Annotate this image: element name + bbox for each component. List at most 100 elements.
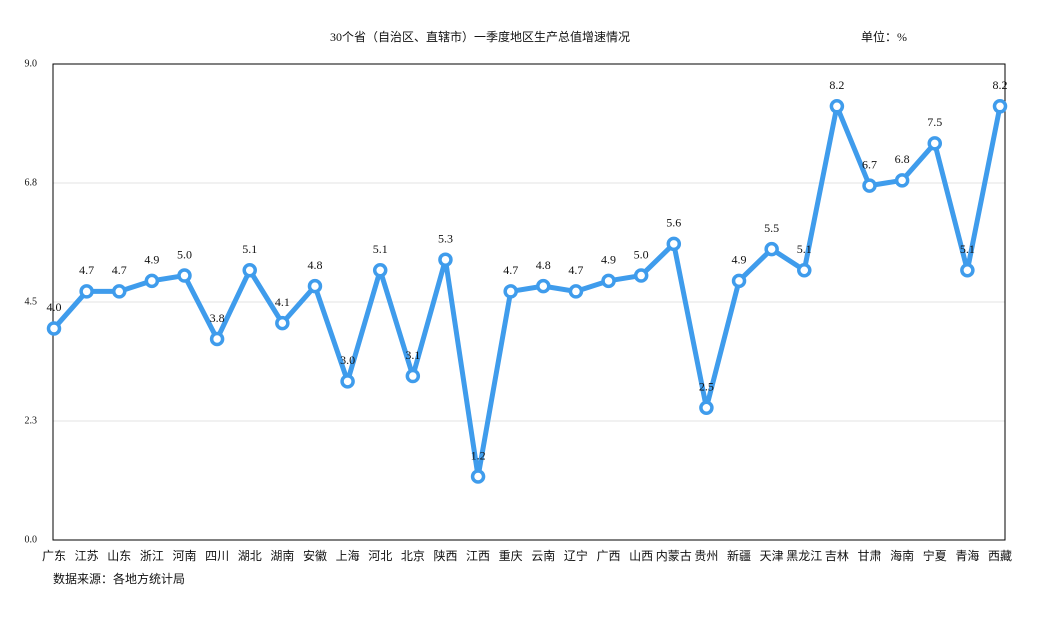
data-point — [209, 331, 225, 347]
data-point — [894, 173, 910, 188]
data-point — [111, 284, 127, 299]
data-point — [731, 273, 747, 289]
data-label: 4.0 — [47, 300, 62, 314]
chart-title: 30个省（自治区、直辖市）一季度地区生产总值增速情况 — [330, 29, 630, 44]
data-label: 4.9 — [601, 253, 616, 267]
data-point — [242, 263, 257, 278]
x-tick-label: 广东 — [42, 549, 66, 563]
data-point — [666, 236, 682, 252]
data-point — [601, 273, 616, 289]
plot-frame — [52, 63, 1006, 541]
x-tick-label: 浙江 — [140, 549, 164, 563]
data-point — [829, 99, 845, 114]
data-point — [405, 368, 421, 384]
x-tick-label: 青海 — [955, 548, 979, 563]
data-label: 8.2 — [829, 78, 844, 92]
data-point — [503, 284, 518, 299]
data-point — [797, 263, 812, 278]
data-label: 5.0 — [634, 247, 649, 261]
unit-label: 单位：% — [861, 29, 907, 44]
data-point — [764, 241, 779, 257]
data-point — [438, 252, 453, 267]
data-label: 5.3 — [438, 231, 453, 245]
x-tick-label: 河北 — [368, 549, 392, 563]
data-label: 5.6 — [666, 216, 681, 230]
data-label: 6.7 — [862, 157, 877, 171]
data-point — [568, 284, 584, 299]
data-point — [862, 178, 877, 193]
data-label: 3.0 — [340, 353, 355, 367]
x-tick-label: 甘肃 — [858, 549, 882, 563]
x-tick-label: 新疆 — [727, 548, 751, 563]
data-point — [633, 268, 649, 283]
x-tick-label: 贵州 — [694, 549, 718, 563]
data-label: 2.5 — [699, 380, 714, 394]
x-tick-label: 江西 — [466, 549, 490, 563]
x-tick-label: 湖南 — [270, 548, 294, 563]
x-tick-label: 山东 — [107, 549, 131, 563]
data-point — [699, 400, 714, 416]
x-tick-label: 四川 — [205, 549, 229, 563]
x-tick-label: 湖北 — [238, 548, 262, 563]
data-label: 3.1 — [405, 348, 420, 362]
x-tick-label: 宁夏 — [923, 548, 947, 563]
data-point — [992, 99, 1008, 114]
data-label: 5.1 — [797, 242, 812, 256]
x-tick-label: 天津 — [760, 549, 784, 563]
x-tick-label: 吉林 — [825, 549, 849, 563]
data-point — [470, 469, 486, 484]
data-point — [144, 273, 160, 289]
source-note: 数据来源：各地方统计局 — [53, 571, 185, 586]
data-label: 4.7 — [568, 263, 583, 277]
data-label: 5.1 — [373, 242, 388, 256]
data-label: 1.2 — [471, 448, 486, 462]
x-tick-label: 河南 — [172, 548, 196, 563]
x-tick-label: 山西 — [629, 549, 653, 563]
y-tick-label: 6.8 — [25, 177, 38, 188]
data-label: 4.7 — [79, 263, 94, 277]
data-label: 8.2 — [993, 78, 1008, 92]
data-point — [46, 321, 62, 336]
data-label: 4.9 — [144, 253, 159, 267]
data-label: 5.5 — [764, 221, 779, 235]
data-line — [52, 103, 1003, 480]
x-tick-label: 陕西 — [433, 548, 457, 563]
data-label: 5.1 — [960, 242, 975, 256]
data-point — [340, 374, 355, 389]
data-label: 4.8 — [536, 258, 551, 272]
x-tick-label: 江苏 — [75, 549, 99, 563]
x-tick-label: 安徽 — [303, 548, 327, 563]
x-tick-label: 内蒙古 — [656, 548, 692, 563]
data-label: 4.9 — [732, 253, 747, 267]
data-label: 3.8 — [210, 311, 225, 325]
y-tick-label: 0.0 — [25, 534, 38, 545]
data-label: 5.0 — [177, 247, 192, 261]
y-tick-label: 2.3 — [25, 415, 38, 426]
data-point — [536, 278, 551, 294]
x-tick-label: 广西 — [597, 549, 621, 563]
data-label: 4.1 — [275, 295, 290, 309]
data-point — [275, 315, 290, 331]
data-point — [960, 263, 975, 278]
data-point — [177, 268, 192, 283]
data-label: 4.7 — [503, 263, 518, 277]
data-point — [372, 263, 388, 278]
data-point — [927, 136, 943, 151]
data-point — [307, 278, 323, 294]
data-label: 5.1 — [242, 242, 257, 256]
x-tick-label: 上海 — [336, 548, 360, 563]
y-tick-label: 9.0 — [25, 58, 38, 69]
x-tick-label: 西藏 — [988, 549, 1012, 563]
data-label: 7.5 — [927, 115, 942, 129]
x-tick-label: 海南 — [890, 548, 914, 563]
x-tick-label: 黑龙江 — [786, 549, 822, 563]
data-point — [79, 284, 94, 299]
data-label: 4.8 — [307, 258, 322, 272]
y-tick-label: 4.5 — [25, 296, 38, 307]
data-label: 4.7 — [112, 263, 127, 277]
x-tick-label: 重庆 — [499, 549, 523, 563]
x-tick-label: 辽宁 — [564, 548, 588, 563]
x-tick-label: 北京 — [401, 549, 425, 563]
data-label: 6.8 — [895, 152, 910, 166]
